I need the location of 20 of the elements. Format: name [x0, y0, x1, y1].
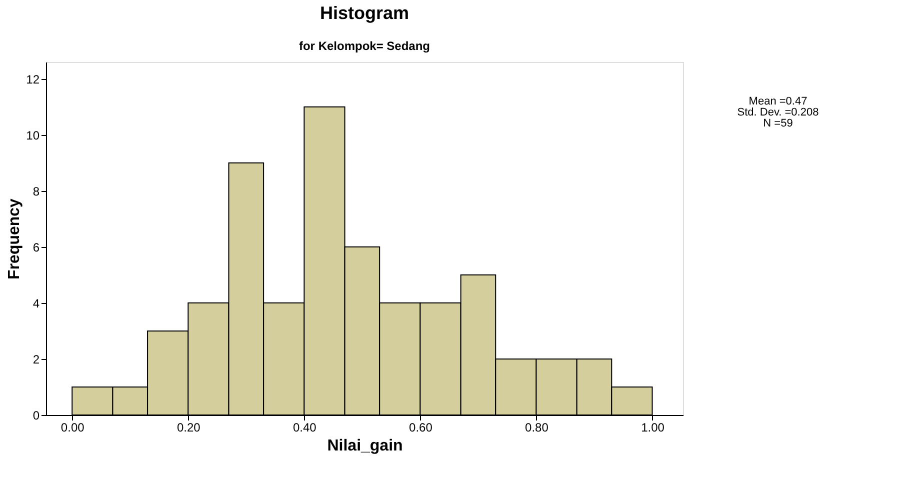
chart-title: Histogram [320, 3, 410, 23]
y-tick-label: 8 [32, 184, 40, 198]
text: Std. Dev. =0.208 [737, 106, 819, 118]
y-tick-label: 0 [32, 408, 40, 422]
y-axis-title: Frequency [6, 198, 24, 280]
x-tick-label: 0.40 [292, 420, 317, 434]
y-tick-label: 2 [32, 352, 40, 366]
x-tick-label: 0.00 [60, 420, 85, 434]
y-tick-label: 12 [26, 72, 40, 86]
chart-subtitle: for Kelompok= Sedang [298, 39, 430, 53]
y-tick-label: 6 [32, 240, 40, 254]
x-tick-label: 0.20 [176, 420, 201, 434]
x-tick-label: 1.00 [641, 420, 665, 434]
x-tick-label: 0.80 [525, 420, 549, 434]
text: N =59 [763, 118, 793, 130]
text: Mean =0.47 [748, 96, 808, 108]
y-tick-label: 4 [32, 296, 40, 310]
y-tick-label: 10 [26, 128, 40, 142]
x-tick-label: 0.60 [409, 420, 433, 434]
x-axis-title: Nilai_gain [327, 438, 403, 454]
